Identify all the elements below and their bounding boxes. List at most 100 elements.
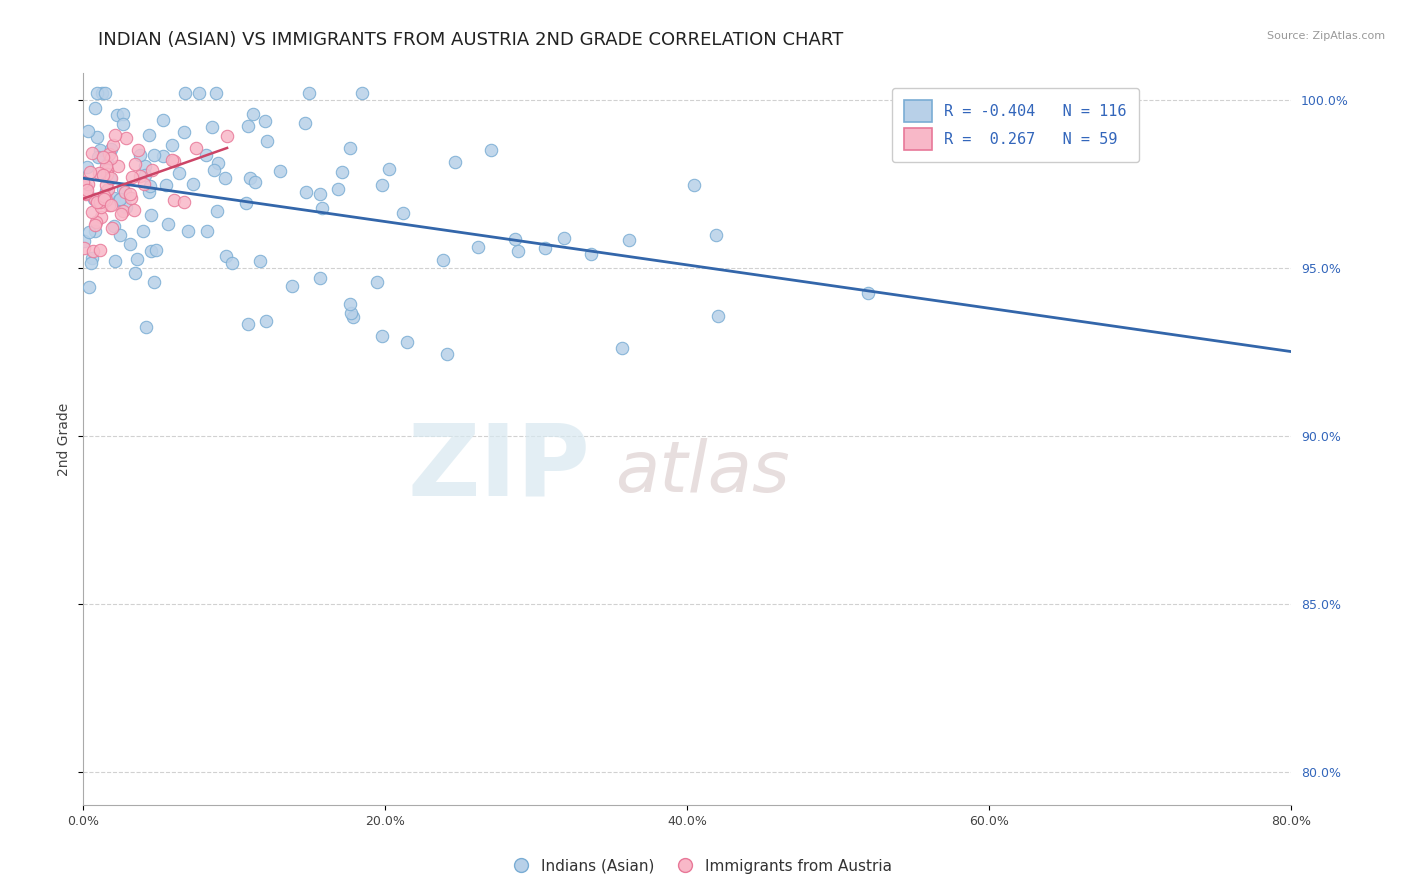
Point: [163, 193, 186, 207]
Point: [94, 86, 117, 100]
Point: [134, 168, 156, 182]
Point: [83, 193, 105, 207]
Point: [90, 200, 112, 214]
Point: [195, 223, 218, 237]
Point: [118, 187, 141, 202]
Point: [104, 253, 127, 268]
Point: [281, 278, 304, 293]
Point: [93, 192, 115, 206]
Point: [107, 159, 129, 173]
Point: [89, 166, 111, 180]
Point: [122, 203, 145, 218]
Point: [97, 182, 120, 196]
Point: [145, 243, 167, 257]
Point: [186, 141, 208, 155]
Point: [80, 256, 103, 270]
Point: [103, 219, 125, 234]
Point: [174, 86, 197, 100]
Point: [115, 201, 138, 215]
Point: [84, 218, 107, 232]
Point: [503, 232, 526, 246]
Point: [108, 192, 131, 206]
Point: [73, 241, 96, 255]
Point: [249, 253, 271, 268]
Point: [83, 192, 105, 206]
Point: [167, 166, 190, 180]
Legend: Indians (Asian), Immigrants from Austria: Indians (Asian), Immigrants from Austria: [508, 853, 898, 880]
Point: [534, 241, 557, 255]
Point: [127, 143, 149, 157]
Text: ZIP: ZIP: [408, 420, 591, 516]
Point: [103, 191, 125, 205]
Point: [135, 319, 157, 334]
Text: atlas: atlas: [614, 438, 789, 507]
Point: [108, 193, 131, 207]
Point: [124, 266, 146, 280]
Point: [242, 106, 264, 120]
Point: [86, 130, 108, 145]
Point: [94, 193, 117, 207]
Point: [202, 163, 225, 178]
Point: [93, 169, 115, 183]
Point: [207, 156, 229, 170]
Point: [340, 306, 363, 320]
Point: [506, 244, 529, 258]
Point: [254, 313, 277, 327]
Point: [90, 86, 112, 100]
Point: [395, 334, 418, 349]
Point: [134, 159, 156, 173]
Point: [77, 226, 100, 240]
Point: [141, 163, 163, 178]
Point: [111, 107, 134, 121]
Point: [110, 207, 132, 221]
Point: [205, 204, 228, 219]
Point: [80, 251, 103, 265]
Point: [100, 171, 122, 186]
Point: [75, 180, 97, 194]
Point: [134, 177, 156, 191]
Text: Source: ZipAtlas.com: Source: ZipAtlas.com: [1267, 31, 1385, 41]
Point: [311, 201, 333, 215]
Point: [155, 178, 177, 193]
Point: [96, 178, 118, 192]
Point: [120, 236, 142, 251]
Point: [371, 329, 394, 343]
Point: [160, 137, 183, 152]
Point: [330, 165, 353, 179]
Point: [152, 149, 174, 163]
Point: [104, 128, 127, 142]
Point: [132, 224, 155, 238]
Text: INDIAN (ASIAN) VS IMMIGRANTS FROM AUSTRIA 2ND GRADE CORRELATION CHART: INDIAN (ASIAN) VS IMMIGRANTS FROM AUSTRI…: [98, 31, 844, 49]
Point: [177, 224, 200, 238]
Point: [221, 256, 243, 270]
Point: [84, 215, 107, 229]
Point: [243, 175, 266, 189]
Point: [391, 206, 413, 220]
Point: [80, 145, 103, 160]
Point: [94, 184, 117, 198]
Point: [256, 134, 278, 148]
Point: [294, 116, 316, 130]
Y-axis label: 2nd Grade: 2nd Grade: [58, 402, 72, 475]
Point: [90, 210, 112, 224]
Point: [115, 131, 138, 145]
Point: [339, 297, 361, 311]
Point: [86, 194, 108, 209]
Point: [173, 194, 195, 209]
Point: [101, 221, 124, 235]
Point: [581, 247, 603, 261]
Point: [93, 189, 115, 203]
Point: [162, 153, 184, 168]
Point: [295, 186, 318, 200]
Point: [72, 175, 94, 189]
Point: [553, 231, 575, 245]
Point: [86, 150, 108, 164]
Point: [217, 128, 239, 143]
Point: [100, 151, 122, 165]
Point: [83, 224, 105, 238]
Point: [129, 148, 152, 162]
Point: [75, 186, 97, 201]
Point: [141, 208, 163, 222]
Point: [139, 179, 162, 194]
Point: [339, 140, 361, 154]
